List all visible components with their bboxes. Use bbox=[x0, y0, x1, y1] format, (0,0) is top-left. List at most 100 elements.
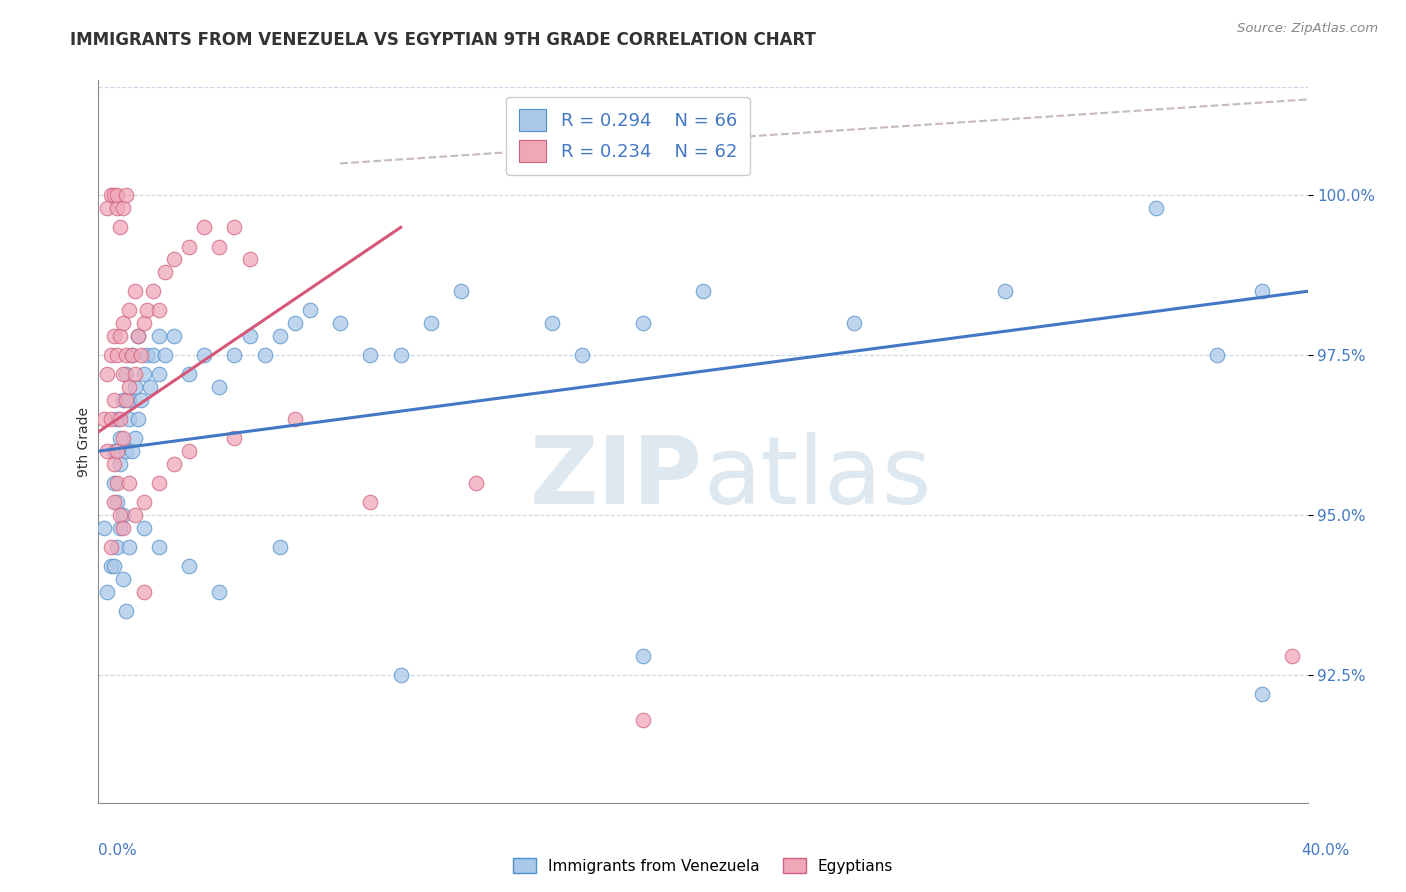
Point bbox=[105, 201, 128, 215]
Point bbox=[540, 316, 562, 330]
Point bbox=[153, 348, 176, 362]
Point bbox=[118, 303, 141, 318]
Point bbox=[111, 316, 134, 330]
Point bbox=[105, 444, 128, 458]
Point bbox=[631, 648, 654, 663]
Point bbox=[111, 431, 134, 445]
Y-axis label: 9th Grade: 9th Grade bbox=[77, 407, 91, 476]
Point bbox=[96, 584, 118, 599]
Point bbox=[105, 412, 128, 426]
Point bbox=[135, 303, 157, 318]
Point bbox=[103, 188, 125, 202]
Point bbox=[111, 508, 134, 522]
Point bbox=[105, 476, 128, 491]
Point bbox=[108, 431, 131, 445]
Text: 40.0%: 40.0% bbox=[1302, 843, 1350, 858]
Point bbox=[1206, 348, 1229, 362]
Point bbox=[193, 348, 215, 362]
Point bbox=[208, 584, 231, 599]
Point bbox=[193, 220, 215, 235]
Point bbox=[103, 392, 125, 407]
Point bbox=[329, 316, 352, 330]
Point bbox=[105, 495, 128, 509]
Point bbox=[114, 188, 136, 202]
Point bbox=[465, 476, 488, 491]
Point bbox=[299, 303, 322, 318]
Point bbox=[692, 285, 714, 299]
Point bbox=[118, 392, 141, 407]
Point bbox=[111, 201, 134, 215]
Point bbox=[124, 380, 146, 394]
Point bbox=[1281, 648, 1303, 663]
Point bbox=[179, 444, 201, 458]
Point bbox=[224, 220, 246, 235]
Text: 0.0%: 0.0% bbox=[98, 843, 138, 858]
Point bbox=[124, 285, 146, 299]
Point bbox=[105, 188, 128, 202]
Point bbox=[121, 444, 143, 458]
Point bbox=[129, 348, 152, 362]
Point bbox=[114, 368, 136, 382]
Point bbox=[148, 329, 170, 343]
Point bbox=[1251, 687, 1274, 701]
Point bbox=[142, 285, 165, 299]
Point bbox=[420, 316, 443, 330]
Point bbox=[127, 329, 149, 343]
Point bbox=[139, 380, 162, 394]
Point bbox=[360, 348, 382, 362]
Text: atlas: atlas bbox=[703, 432, 931, 524]
Point bbox=[114, 348, 136, 362]
Point bbox=[103, 495, 125, 509]
Point bbox=[105, 348, 128, 362]
Point bbox=[132, 584, 155, 599]
Point bbox=[93, 521, 115, 535]
Point bbox=[179, 239, 201, 253]
Point bbox=[389, 668, 412, 682]
Point bbox=[269, 540, 291, 554]
Point bbox=[631, 316, 654, 330]
Point bbox=[100, 412, 122, 426]
Point bbox=[118, 412, 141, 426]
Point bbox=[450, 285, 472, 299]
Point bbox=[163, 329, 186, 343]
Point bbox=[135, 348, 157, 362]
Point bbox=[153, 265, 176, 279]
Point bbox=[571, 348, 593, 362]
Point bbox=[284, 316, 307, 330]
Point bbox=[96, 368, 118, 382]
Point bbox=[127, 329, 149, 343]
Point bbox=[129, 392, 152, 407]
Point bbox=[224, 431, 246, 445]
Point bbox=[100, 540, 122, 554]
Point bbox=[239, 252, 262, 267]
Point bbox=[132, 495, 155, 509]
Point bbox=[124, 431, 146, 445]
Point bbox=[360, 495, 382, 509]
Point bbox=[108, 329, 131, 343]
Point bbox=[389, 348, 412, 362]
Point bbox=[631, 713, 654, 727]
Point bbox=[118, 380, 141, 394]
Point bbox=[124, 368, 146, 382]
Text: ZIP: ZIP bbox=[530, 432, 703, 524]
Point bbox=[108, 521, 131, 535]
Point bbox=[103, 559, 125, 574]
Point bbox=[148, 476, 170, 491]
Point bbox=[844, 316, 866, 330]
Point bbox=[118, 476, 141, 491]
Point bbox=[284, 412, 307, 426]
Point bbox=[96, 201, 118, 215]
Legend: R = 0.294    N = 66, R = 0.234    N = 62: R = 0.294 N = 66, R = 0.234 N = 62 bbox=[506, 96, 749, 175]
Point bbox=[224, 348, 246, 362]
Text: Source: ZipAtlas.com: Source: ZipAtlas.com bbox=[1237, 22, 1378, 36]
Legend: Immigrants from Venezuela, Egyptians: Immigrants from Venezuela, Egyptians bbox=[506, 852, 900, 880]
Point bbox=[108, 412, 131, 426]
Point bbox=[108, 220, 131, 235]
Point bbox=[148, 368, 170, 382]
Point bbox=[127, 412, 149, 426]
Point bbox=[269, 329, 291, 343]
Point bbox=[1251, 285, 1274, 299]
Point bbox=[93, 412, 115, 426]
Point bbox=[132, 521, 155, 535]
Point bbox=[132, 368, 155, 382]
